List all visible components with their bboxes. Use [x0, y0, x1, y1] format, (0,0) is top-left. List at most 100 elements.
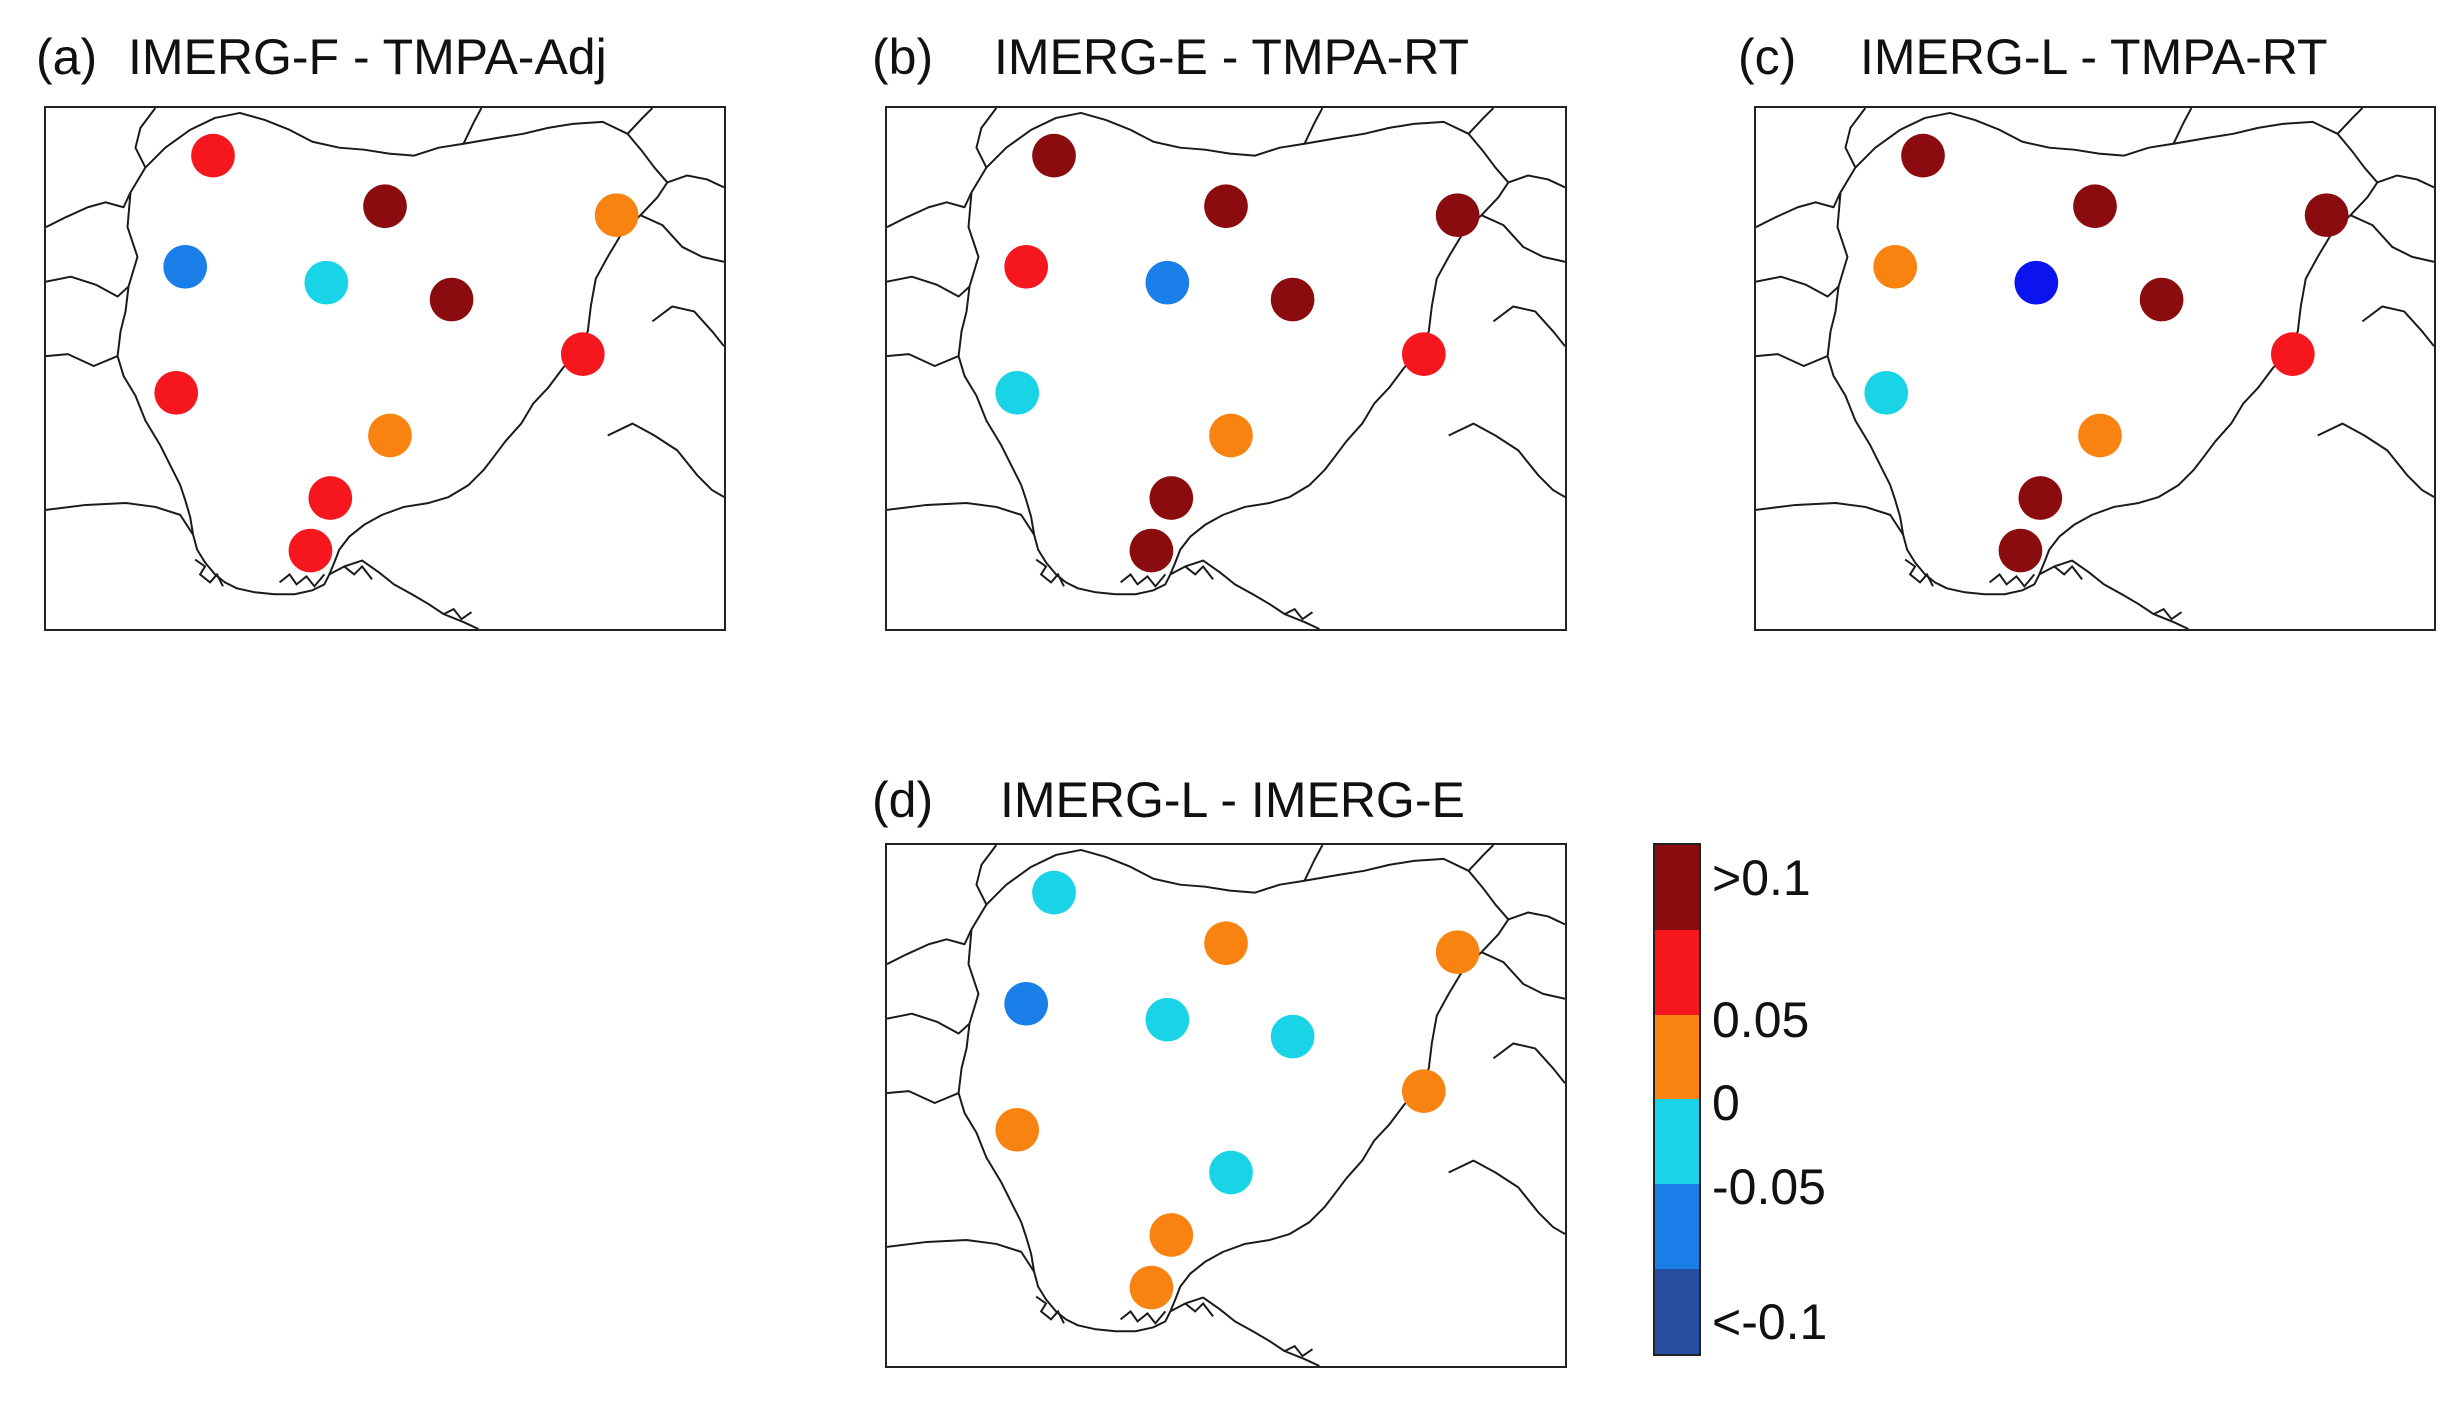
delta-coastline [1184, 564, 1214, 580]
border-line [134, 108, 157, 168]
station-marker-coast [288, 528, 333, 573]
station-marker-coast [1998, 528, 2043, 573]
station-marker-SW [995, 370, 1040, 415]
border-line [1844, 108, 1867, 168]
station-marker-NW-north [191, 133, 235, 178]
border-line [1303, 108, 1324, 145]
station-marker-S [1149, 1213, 1194, 1257]
border-line [640, 214, 724, 263]
colorbar-segment [1655, 1099, 1699, 1185]
colorbar-segment [1655, 1184, 1699, 1269]
station-marker-W [1004, 244, 1049, 289]
map-svg [887, 845, 1565, 1366]
map-svg [1756, 108, 2434, 629]
border-line [46, 501, 194, 536]
border-line [887, 1238, 1035, 1273]
station-marker-S [1149, 476, 1194, 520]
station-marker-center [1145, 997, 1190, 1042]
station-marker-E-central [2139, 277, 2184, 322]
border-line [975, 108, 998, 168]
border-line [328, 559, 479, 629]
border-line [1169, 559, 1320, 629]
delta-coastline [1904, 558, 1934, 587]
station-marker-NE [2304, 193, 2349, 238]
station-marker-W [163, 244, 208, 289]
border-line [887, 928, 973, 965]
border-line [626, 108, 654, 135]
delta-coastline [2053, 564, 2083, 580]
panel-a-label: (a) [36, 29, 98, 85]
border-line [607, 422, 724, 498]
panel-a-map [44, 106, 726, 631]
station-marker-S [2018, 476, 2063, 520]
border-line [2336, 108, 2364, 135]
border-line [462, 108, 483, 145]
border-line [1492, 1042, 1565, 1084]
colorbar-label-0: 0 [1712, 1075, 1740, 1131]
colorbar-label-0.05: 0.05 [1712, 992, 1810, 1048]
delta-coastline [1035, 1295, 1065, 1324]
border-line [887, 1090, 959, 1105]
border-line [1508, 911, 1565, 926]
panel-c-map [1754, 106, 2436, 631]
panel-d-title: IMERG-L - IMERG-E [1000, 772, 1465, 828]
border-line [1492, 305, 1565, 347]
station-marker-E-central [1270, 1014, 1315, 1059]
station-marker-NW-north [1901, 133, 1945, 178]
border-line [1481, 214, 1565, 263]
border-line [2361, 305, 2434, 347]
delta-coastline [1989, 572, 2036, 588]
border-line [651, 305, 724, 347]
country-boundary [957, 848, 1510, 1333]
station-marker-N-central [1204, 184, 1248, 229]
border-line [1467, 845, 1495, 872]
country-boundary [957, 111, 1510, 596]
border-line [887, 1012, 971, 1035]
station-marker-center [2014, 260, 2059, 305]
station-marker-NE [594, 193, 639, 238]
station-marker-E-border [2270, 332, 2315, 376]
colorbar-segment [1655, 929, 1699, 1015]
station-marker-NE [1435, 930, 1480, 975]
panel-c-label: (c) [1738, 29, 1797, 85]
border-line [2038, 559, 2189, 629]
border-line [1467, 108, 1495, 135]
station-marker-E-central [429, 277, 474, 322]
station-marker-NW-north [1032, 133, 1076, 178]
country-boundary [116, 111, 669, 596]
station-marker-S-central [2078, 413, 2122, 458]
panel-b-label: (b) [872, 29, 934, 85]
border-line [975, 845, 998, 905]
colorbar-segment [1655, 845, 1699, 930]
colorbar-label-gt-0.1: >0.1 [1712, 850, 1811, 906]
delta-coastline [279, 572, 326, 588]
border-line [2317, 422, 2434, 498]
station-marker-E-border [1401, 332, 1446, 376]
panel-c-title: IMERG-L - TMPA-RT [1860, 29, 2328, 85]
station-marker-S-central [368, 413, 412, 458]
delta-coastline [2153, 607, 2183, 621]
station-marker-coast [1129, 1265, 1174, 1310]
station-marker-W [1873, 244, 1918, 289]
panel-b-map [885, 106, 1567, 631]
border-line [2377, 174, 2434, 189]
panel-a-title: IMERG-F - TMPA-Adj [128, 29, 607, 85]
border-line [2172, 108, 2193, 145]
colorbar-label-neg-0.05: -0.05 [1712, 1159, 1826, 1215]
station-marker-center [304, 260, 349, 305]
station-marker-N-central [363, 184, 407, 229]
delta-coastline [443, 607, 473, 621]
border-line [887, 275, 971, 298]
panel-d-map [885, 843, 1567, 1368]
border-line [1756, 275, 1840, 298]
panel-b-title: IMERG-E - TMPA-RT [994, 29, 1469, 85]
station-marker-coast [1129, 528, 1174, 573]
delta-coastline [1120, 1309, 1167, 1325]
delta-coastline [343, 564, 373, 580]
panel-d-label: (d) [872, 772, 934, 828]
border-line [46, 191, 132, 228]
delta-coastline [1184, 1301, 1214, 1317]
border-line [1481, 951, 1565, 1000]
country-boundary [1826, 111, 2379, 596]
